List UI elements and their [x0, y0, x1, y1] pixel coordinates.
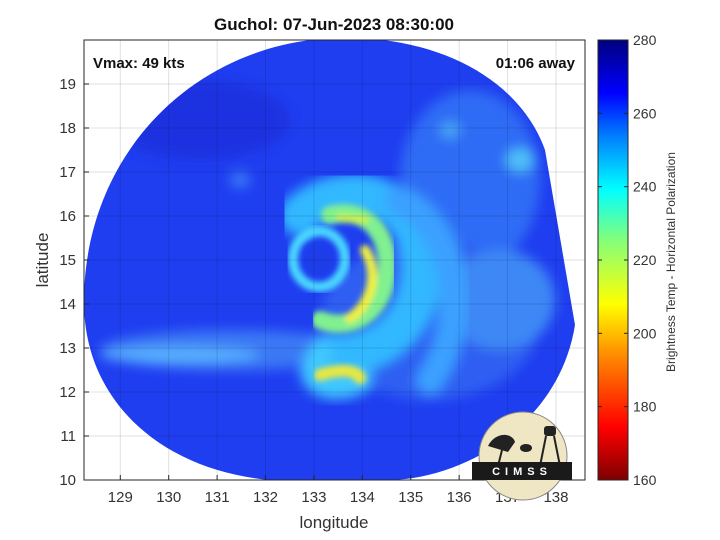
- x-tick-label: 134: [350, 489, 375, 506]
- colorbar-scale: [597, 39, 629, 481]
- x-tick-label: 138: [543, 489, 568, 506]
- y-tick-label: 13: [59, 340, 76, 357]
- x-axis-label: longitude: [299, 513, 368, 532]
- time-away-label: 01:06 away: [496, 55, 576, 72]
- x-tick-label: 130: [156, 489, 181, 506]
- colorbar-tick-label: 160: [633, 472, 657, 488]
- x-tick-label: 135: [398, 489, 423, 506]
- x-tick-label: 133: [301, 489, 326, 506]
- brightness-temperature-swath: [84, 40, 575, 480]
- colorbar: 280 260 240 220 200 180 160 Brightness Temp - …: [597, 32, 678, 488]
- x-axis: 129130131132133134135136137138: [108, 475, 568, 506]
- colorbar-tick-label: 180: [633, 399, 657, 415]
- y-axis-label: latitude: [33, 233, 52, 288]
- y-tick-label: 12: [59, 384, 76, 401]
- y-tick-label: 10: [59, 472, 76, 489]
- colorbar-tick-label: 240: [633, 179, 657, 195]
- x-tick-label: 131: [205, 489, 230, 506]
- plot-title: Guchol: 07-Jun-2023 08:30:00: [214, 15, 454, 34]
- x-tick-label: 136: [447, 489, 472, 506]
- colorbar-tick-label: 280: [633, 32, 657, 48]
- storm-eye: [305, 244, 333, 274]
- y-tick-label: 19: [59, 76, 76, 93]
- cimss-logo: CIMSS: [472, 411, 572, 501]
- y-tick-label: 18: [59, 120, 76, 137]
- y-tick-label: 17: [59, 164, 76, 181]
- y-tick-label: 15: [59, 252, 76, 269]
- y-tick-label: 11: [60, 428, 76, 445]
- y-axis: 19 18 17 16 15 14 13 12 11 10: [59, 76, 89, 489]
- colorbar-label: Brightness Temp - Horizontal Polarizatio…: [664, 152, 678, 372]
- colorbar-tick-label: 200: [633, 325, 657, 341]
- vmax-label: Vmax: 49 kts: [93, 55, 185, 72]
- y-tick-label: 16: [59, 208, 76, 225]
- colorbar-tick-label: 220: [633, 252, 657, 268]
- colorbar-tick-label: 260: [633, 105, 657, 121]
- x-tick-label: 129: [108, 489, 133, 506]
- y-tick-label: 14: [59, 296, 76, 313]
- x-tick-label: 132: [253, 489, 278, 506]
- cimss-logo-text: CIMSS: [492, 466, 552, 478]
